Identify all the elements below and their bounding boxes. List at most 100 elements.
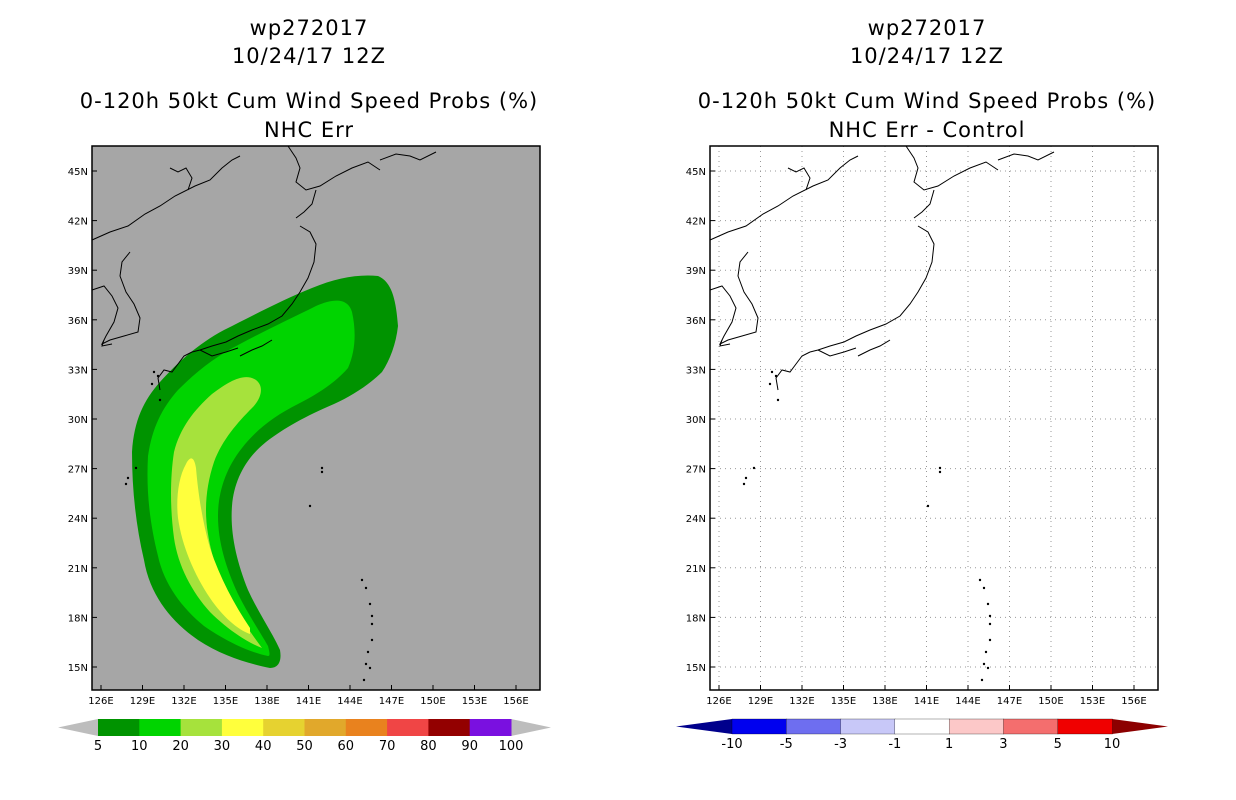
longitude-label: 141E — [914, 696, 939, 707]
latitude-label: 24N — [68, 514, 88, 525]
island — [770, 370, 774, 374]
latitude-label: 33N — [686, 365, 706, 376]
colorbar-label: 70 — [379, 739, 396, 754]
island — [744, 476, 748, 480]
colorbar-swatch — [428, 719, 471, 736]
island — [150, 382, 154, 386]
island — [364, 662, 368, 666]
colorbar-label: 10 — [1104, 737, 1121, 752]
latitude-label: 21N — [68, 564, 88, 575]
coastline — [191, 225, 317, 353]
colorbar-high-arrow — [511, 719, 551, 736]
island — [986, 666, 990, 670]
longitude-label: 141E — [296, 696, 321, 707]
latitude-label: 36N — [686, 316, 706, 327]
island — [926, 504, 930, 508]
latitude-label: 33N — [68, 365, 88, 376]
colorbar-label: -3 — [834, 737, 847, 752]
latitude-label: 15N — [686, 663, 706, 674]
coastline — [809, 225, 935, 353]
coastline — [91, 155, 241, 241]
longitude-label: 153E — [1080, 696, 1105, 707]
island — [742, 482, 746, 486]
island — [152, 370, 156, 374]
panel-subtitle: NHC Err — [263, 118, 354, 142]
latitude-label: 24N — [686, 514, 706, 525]
island — [768, 382, 772, 386]
island — [988, 614, 992, 618]
island — [360, 578, 364, 582]
island — [988, 638, 992, 642]
colorbar-label: 60 — [338, 739, 355, 754]
island — [938, 466, 942, 470]
colorbar-swatch — [948, 718, 1005, 735]
colorbar-swatch — [263, 719, 305, 736]
island — [158, 398, 162, 402]
island — [366, 650, 370, 654]
longitude-label: 144E — [955, 696, 980, 707]
colorbar-label: 5 — [1054, 737, 1062, 752]
latitude-label: 36N — [68, 316, 88, 327]
latitude-label: 39N — [68, 266, 88, 277]
forecast-date: 10/24/17 12Z — [231, 44, 387, 68]
colorbar-label: 80 — [420, 739, 437, 754]
colorbar-swatch — [180, 719, 223, 736]
coastline — [199, 347, 239, 357]
longitude-label: 138E — [254, 696, 279, 707]
colorbar-high-arrow — [1112, 719, 1168, 734]
colorbar-label: 3 — [999, 737, 1007, 752]
colorbar-label: -1 — [888, 737, 901, 752]
coastline — [709, 155, 859, 241]
latitude-label: 21N — [686, 564, 706, 575]
island — [776, 398, 780, 402]
island — [368, 666, 372, 670]
colorbar-label: 1 — [945, 737, 953, 752]
colorbar-label: 20 — [172, 739, 189, 754]
colorbar-label: 50 — [296, 739, 313, 754]
island — [364, 586, 368, 590]
product-title: 0-120h 50kt Cum Wind Speed Probs (%) — [697, 89, 1157, 113]
island — [370, 614, 374, 618]
latitude-label: 30N — [68, 415, 88, 426]
longitude-label: 153E — [462, 696, 487, 707]
longitude-label: 132E — [789, 696, 814, 707]
coastline — [997, 151, 1055, 161]
latitude-label: 18N — [686, 613, 706, 624]
island — [370, 638, 374, 642]
longitude-label: 156E — [1121, 696, 1146, 707]
colorbar-swatch — [1057, 718, 1113, 735]
island — [980, 678, 984, 682]
colorbar-swatch — [1003, 718, 1059, 735]
island — [984, 650, 988, 654]
longitude-label: 126E — [88, 696, 113, 707]
longitude-label: 135E — [213, 696, 238, 707]
longitude-label: 156E — [503, 696, 528, 707]
longitude-label: 132E — [171, 696, 196, 707]
product-title: 0-120h 50kt Cum Wind Speed Probs (%) — [79, 89, 539, 113]
coastline — [287, 145, 381, 191]
coastline — [787, 167, 811, 191]
panel-subtitle: NHC Err - Control — [828, 118, 1026, 142]
island — [362, 678, 366, 682]
colorbar-swatch — [894, 718, 950, 735]
colorbar-swatch — [98, 719, 140, 736]
coastline — [709, 251, 759, 346]
island — [368, 602, 372, 606]
colorbar-label: -5 — [780, 737, 793, 752]
latitude-label: 18N — [68, 613, 88, 624]
colorbar-swatch — [786, 718, 842, 735]
coastline — [101, 339, 113, 347]
colorbar-label: -10 — [721, 737, 742, 752]
probability-map: 45N 42N 39N 36N 33N 30N 27N 24N 21N 18N 15N 126E 129… — [58, 145, 551, 754]
coastline — [295, 189, 317, 219]
longitude-label: 129E — [748, 696, 773, 707]
colorbar-low-arrow — [58, 719, 98, 736]
latitude-label: 27N — [68, 465, 88, 476]
longitude-label: 144E — [337, 696, 362, 707]
island — [982, 662, 986, 666]
latitude-label: 15N — [68, 663, 88, 674]
colorbar-swatch — [840, 718, 896, 735]
colorbar-swatch — [139, 719, 182, 736]
colorbar-label: 90 — [461, 739, 478, 754]
colorbar-swatch — [345, 719, 388, 736]
